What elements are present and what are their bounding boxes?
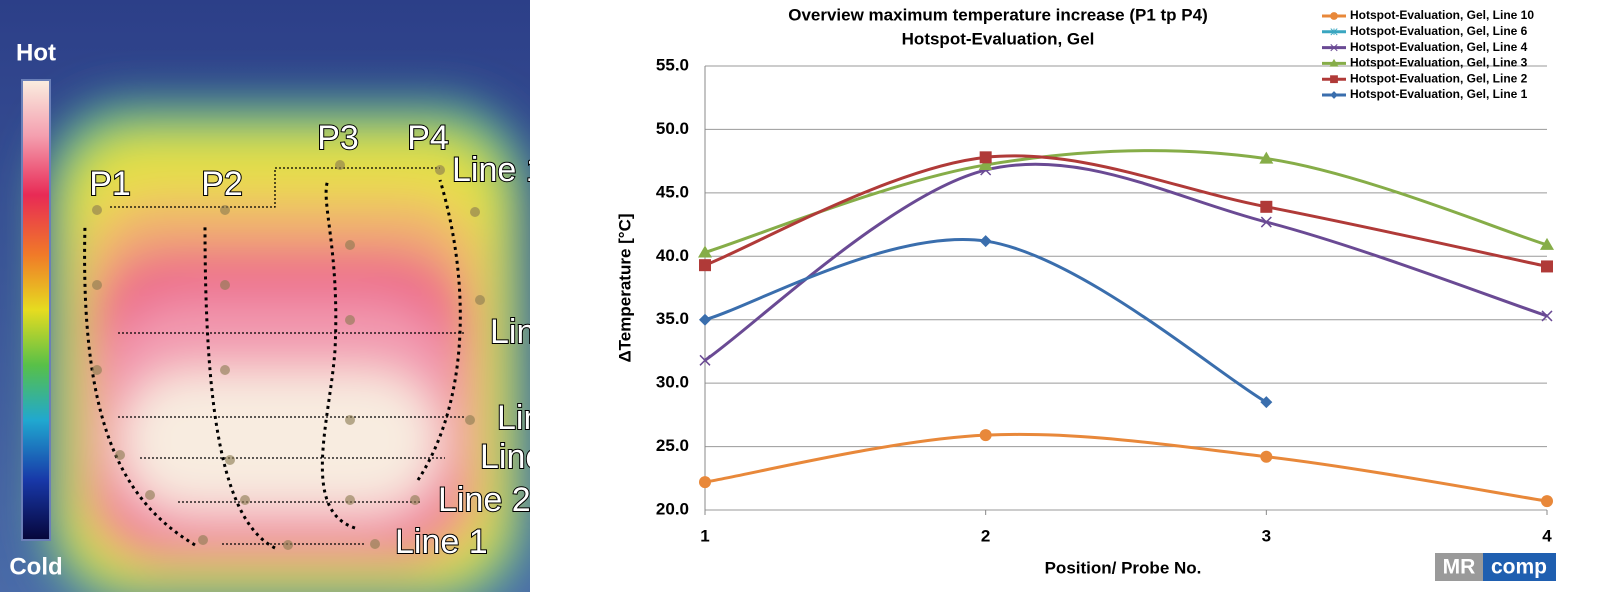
logo-left xyxy=(1435,553,1483,581)
marker xyxy=(1260,396,1273,409)
line-label: Line 3 xyxy=(480,438,573,476)
logo-text: MR xyxy=(1443,556,1476,579)
series-line xyxy=(704,432,1548,503)
probe-label: P1 xyxy=(89,165,131,203)
scale-label: Cold xyxy=(9,553,62,580)
legend-label: Hotspot-Evaluation, Gel, Line 3 xyxy=(1350,56,1528,70)
marker xyxy=(1541,310,1553,322)
y-tick-label: 50.0 xyxy=(656,119,689,138)
probe-label: P2 xyxy=(201,165,243,203)
y-tick-label: 25.0 xyxy=(656,436,689,455)
y-tick-label: 30.0 xyxy=(656,373,689,392)
marker xyxy=(1260,200,1273,213)
marker xyxy=(1260,216,1272,228)
probe-label: P4 xyxy=(407,119,449,157)
x-tick-label: 3 xyxy=(1262,526,1271,545)
y-tick-label: 35.0 xyxy=(656,309,689,328)
legend-label: Hotspot-Evaluation, Gel, Line 4 xyxy=(1350,40,1528,54)
marker xyxy=(979,429,992,442)
series-line xyxy=(704,238,1268,404)
chart-subtitle: Hotspot-Evaluation, Gel xyxy=(902,29,1095,48)
x-axis-label: Position/ Probe No. xyxy=(1045,558,1202,577)
series-line xyxy=(704,149,1548,254)
y-tick-label: 45.0 xyxy=(656,182,689,201)
y-axis-label: ΔTemperature [°C] xyxy=(615,213,634,362)
y-tick-label: 55.0 xyxy=(656,55,689,74)
marker xyxy=(1330,12,1338,20)
marker xyxy=(1260,450,1273,463)
marker xyxy=(979,151,992,164)
chart: Overview maximum temperature increase (P… xyxy=(615,5,1556,581)
scale-label: Hot xyxy=(16,39,56,66)
line-label: Line 2 xyxy=(438,481,531,519)
legend-label: Hotspot-Evaluation, Gel, Line 1 xyxy=(1350,87,1528,101)
series-line xyxy=(704,162,1548,362)
line-label: Line 4 xyxy=(497,399,590,437)
marker xyxy=(1330,91,1338,99)
marker xyxy=(1330,44,1338,52)
thermal-image: Hot Cold P1 P2 P3 P4 Line 10 Line 6 Line… xyxy=(0,0,590,592)
marker xyxy=(1329,58,1339,67)
x-tick-label: 4 xyxy=(1542,526,1552,545)
x-tick-label: 1 xyxy=(700,526,709,545)
chart-title: Overview maximum temperature increase (P… xyxy=(788,5,1208,24)
logo-right xyxy=(1483,553,1556,581)
legend-label: Hotspot-Evaluation, Gel, Line 6 xyxy=(1350,24,1528,38)
marker xyxy=(699,476,711,489)
line-label: Line 1 xyxy=(395,523,488,561)
marker xyxy=(1330,28,1338,36)
probe-label: P3 xyxy=(317,119,359,157)
legend-label: Hotspot-Evaluation, Gel, Line 10 xyxy=(1350,8,1534,22)
marker xyxy=(1259,151,1274,164)
x-tick-label: 2 xyxy=(981,526,990,545)
marker xyxy=(1541,495,1553,508)
marker xyxy=(699,354,711,366)
marker xyxy=(1540,237,1554,250)
marker xyxy=(978,157,993,170)
y-tick-label: 40.0 xyxy=(656,246,689,265)
marker xyxy=(698,245,712,258)
marker xyxy=(699,259,711,272)
marker xyxy=(699,313,711,326)
logo-text: comp xyxy=(1491,556,1547,579)
marker xyxy=(979,235,992,248)
marker xyxy=(1541,260,1553,273)
line-label: Line 6 xyxy=(490,313,583,351)
series-line xyxy=(704,154,1548,268)
marker xyxy=(1330,75,1338,84)
line-label: Line 10 xyxy=(452,151,564,189)
legend-label: Hotspot-Evaluation, Gel, Line 2 xyxy=(1350,71,1528,85)
y-tick-label: 20.0 xyxy=(656,499,689,518)
